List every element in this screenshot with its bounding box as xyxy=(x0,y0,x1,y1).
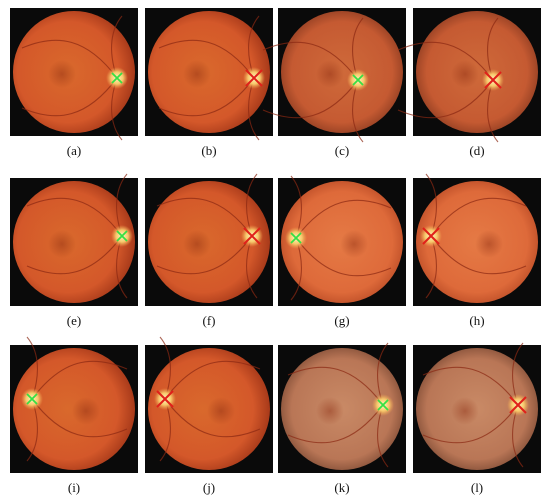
panel-label: (b) xyxy=(201,143,216,158)
vessel xyxy=(287,366,384,406)
panel-label: (d) xyxy=(469,143,484,158)
vessel xyxy=(430,197,527,237)
fovea xyxy=(72,397,100,425)
panel-label: (c) xyxy=(335,143,349,158)
detection-mark xyxy=(245,69,263,87)
detection-mark xyxy=(290,232,302,244)
fovea xyxy=(48,230,76,258)
vessel xyxy=(156,197,253,237)
fovea xyxy=(316,60,344,88)
fundus-panel xyxy=(278,342,406,473)
panel-label: (i) xyxy=(68,480,80,495)
vessel xyxy=(397,79,494,119)
detection-mark xyxy=(377,399,389,411)
vessel xyxy=(262,41,359,81)
panel-label: (h) xyxy=(469,313,484,328)
panel-label: (a) xyxy=(67,143,81,158)
fovea xyxy=(183,230,211,258)
detection-mark xyxy=(116,230,128,242)
fovea xyxy=(48,60,76,88)
detection-mark xyxy=(156,390,174,408)
detection-mark xyxy=(352,74,364,86)
fundus-panel xyxy=(397,8,541,143)
vessel xyxy=(26,197,123,237)
vessel xyxy=(262,79,359,119)
vessel xyxy=(295,237,392,277)
panel-label: (g) xyxy=(334,313,349,328)
vessel xyxy=(31,398,128,438)
vessel xyxy=(397,41,494,81)
panel-label: (j) xyxy=(203,480,215,495)
vessel xyxy=(21,77,118,117)
vessel xyxy=(430,235,527,275)
fovea xyxy=(451,60,479,88)
fovea xyxy=(451,397,479,425)
fundus-panel xyxy=(413,173,541,306)
vessel xyxy=(156,235,253,275)
panel-label: (k) xyxy=(334,480,349,495)
panel-label: (l) xyxy=(471,480,483,495)
fovea xyxy=(340,230,368,258)
fundus-panel xyxy=(145,8,273,141)
vessel xyxy=(31,360,128,400)
detection-mark xyxy=(111,72,123,84)
vessel xyxy=(287,404,384,444)
vessel xyxy=(295,199,392,239)
detection-mark xyxy=(243,227,261,245)
detection-mark xyxy=(484,71,502,89)
detection-mark xyxy=(26,393,38,405)
fundus-panel xyxy=(278,175,406,306)
fundus-panel xyxy=(145,336,273,473)
panel-label: (f) xyxy=(203,313,216,328)
fundus-panel xyxy=(262,8,406,143)
detection-mark xyxy=(509,396,527,414)
fundus-panel xyxy=(10,8,138,141)
fovea xyxy=(316,397,344,425)
detection-mark xyxy=(422,227,440,245)
vessel xyxy=(21,39,118,79)
vessel xyxy=(422,404,519,444)
fundus-panel xyxy=(145,173,273,306)
vessel xyxy=(164,360,261,400)
fundus-panel xyxy=(10,173,138,306)
vessel xyxy=(26,235,123,275)
vessel xyxy=(164,398,261,438)
vessel xyxy=(422,366,519,406)
vessel xyxy=(158,77,255,117)
fovea xyxy=(475,230,503,258)
vessel xyxy=(158,39,255,79)
fovea xyxy=(207,397,235,425)
fundus-panel xyxy=(413,342,541,473)
fundus-panel xyxy=(10,336,138,473)
fovea xyxy=(183,60,211,88)
panel-label: (e) xyxy=(67,313,81,328)
